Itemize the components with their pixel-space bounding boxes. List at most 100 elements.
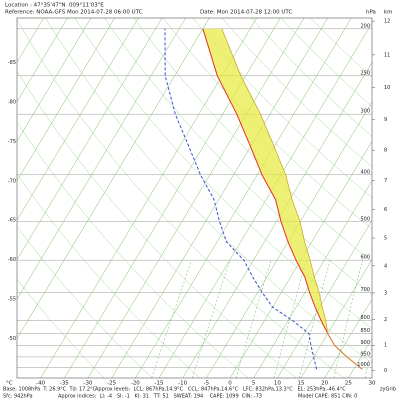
isotherm [229,140,372,378]
isotherm [17,18,92,142]
dry-adiabat [74,18,372,329]
isotherm-label: -65 [8,218,16,224]
profile-line [221,28,363,370]
isotherm [17,18,186,300]
isotherm [206,101,372,378]
x-tick-label: 5 [252,381,256,387]
x-tick-label: 0 [228,381,232,387]
y-tick-label: 700 [360,287,370,293]
plot-frame [16,17,373,379]
dry-adiabat [17,70,297,378]
isotherm-label: -60 [8,257,16,263]
y-tick-label: 400 [360,169,370,175]
y-tick-label: 500 [360,216,370,222]
km-tick-label: 6 [384,207,387,213]
footer-indices: Approx indices: LI: -4 SI: -1 KI: 31 TT:… [58,394,262,400]
x-tick-label: 30 [369,381,376,387]
dry-adiabat [17,225,153,378]
km-tick-label: 10 [384,85,390,91]
km-unit: km [384,10,393,16]
isotherm-label: -75 [8,139,16,145]
dry-adiabat [221,18,372,167]
mixing-ratio-line [273,260,307,378]
km-tick-label: 8 [384,148,387,154]
isotherm [17,18,115,182]
y-tick-label: 200 [360,23,370,29]
cape-area [202,28,328,334]
y-tick-label: 850 [360,328,370,334]
dry-adiabat [17,121,249,378]
y-tick-label: 900 [360,340,370,346]
km-tick-label: 4 [384,263,387,269]
isotherm-label: -70 [8,178,16,184]
x-tick-label: -15 [155,381,164,387]
x-tick-label: 20 [321,381,328,387]
x-unit: °C [6,381,13,387]
x-tick-label: 25 [345,381,352,387]
mixing-ratio-line [235,260,272,378]
y-tick-label: 800 [360,315,370,321]
isotherm [17,18,210,340]
km-tick-label: 2 [384,317,387,323]
mixing-ratio-line [298,260,331,378]
x-tick-label: -20 [131,381,140,387]
km-tick-label: 1 [384,343,387,349]
isotherm [17,18,68,103]
isotherm-label: -85 [8,60,16,66]
footer-base: Base: 1008hPa T: 26.9°C Td: 17.2°C [3,387,97,393]
isotherm-label: -80 [8,99,16,105]
y-tick-label: 1000 [357,362,370,368]
isotherm [87,18,305,378]
mixing-ratio-line [192,260,231,378]
y-tick-label: 600 [360,255,370,261]
isotherm [324,298,372,378]
x-tick-label: -30 [84,381,93,387]
mixing-ratio-line [333,260,363,378]
dry-adiabat [17,278,105,378]
mixing-ratio-line [151,260,192,378]
km-tick-label: 3 [384,290,387,296]
date: Date: Mon 2014-07-28 12:00 UTC [200,10,292,16]
brand: zyGrib [380,387,396,393]
dry-adiabat [133,18,372,262]
x-tick-label: -25 [107,381,116,387]
isotherm [158,22,372,378]
isotherm [111,18,328,378]
x-tick-label: -35 [60,381,69,387]
plot-area [17,18,372,378]
isotherm [300,259,372,378]
reference: Reference: NOAA-GFS Mon 2014-07-28 06:00… [5,10,143,16]
dry-adiabat [104,18,372,295]
isotherm [277,219,372,378]
footer-levels: Approx levels: LCL: 867hPa,14.9°C CCL: 8… [95,387,346,393]
footer-sfc: Sfc: 942hPa [3,394,33,400]
y-tick-label: 250 [360,70,370,76]
isotherm-label: -50 [8,336,16,342]
x-tick-label: 10 [274,381,281,387]
x-tick-label: -5 [204,381,210,387]
km-tick-label: 12 [384,19,390,25]
km-tick-label: 7 [384,178,387,184]
profile-line [164,28,318,370]
km-tick-label: 9 [384,117,387,123]
dry-adiabat [17,19,345,378]
km-tick-label: 11 [384,52,390,58]
isotherm-label: -55 [8,297,16,303]
x-tick-label: 15 [298,381,305,387]
dry-adiabat [17,173,201,378]
x-tick-label: -10 [178,381,187,387]
isotherm [17,18,163,261]
x-tick-label: -40 [36,381,45,387]
footer-model: Model CAPE: 851 CIN: 0 [298,394,357,400]
isotherm [64,18,281,378]
isotherm [135,18,352,378]
km-tick-label: 5 [384,236,387,242]
km-tick-label: 0 [384,368,387,374]
y-tick-label: 950 [360,351,370,357]
dry-adiabat [192,18,372,198]
y-tick-label: 300 [360,109,370,115]
location: Location : 47°35'47"N 009°11'03"E [5,3,104,9]
isotherm [17,18,139,221]
